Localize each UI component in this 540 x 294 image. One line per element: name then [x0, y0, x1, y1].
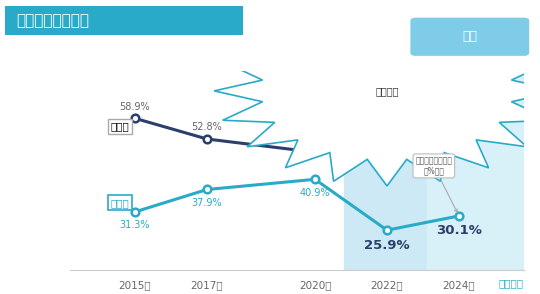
Text: 50.0%: 50.0%	[436, 127, 482, 140]
Text: 31.3%: 31.3%	[120, 220, 150, 230]
Text: 52.8%: 52.8%	[192, 122, 222, 132]
Text: 30.1%: 30.1%	[436, 224, 482, 237]
Text: 家族葬: 家族葬	[111, 198, 130, 208]
Text: 48.9%: 48.9%	[300, 136, 330, 146]
Bar	[427, 71, 524, 270]
Text: 25.9%: 25.9%	[364, 239, 410, 252]
Polygon shape	[214, 0, 540, 186]
Text: コロナ禍: コロナ禍	[375, 86, 399, 96]
Text: 行った葬儀の種類: 行った葬儀の種類	[16, 13, 89, 29]
Text: 58.9%: 58.9%	[120, 101, 150, 111]
Text: 今回: 今回	[462, 30, 477, 43]
Text: 40.9%: 40.9%	[300, 188, 330, 198]
Text: いい葬儀: いい葬儀	[499, 278, 524, 288]
Bar	[344, 71, 427, 270]
Text: 一般葬: 一般葬	[111, 121, 130, 131]
Text: アフターコロナで
５%増加: アフターコロナで ５%増加	[415, 156, 457, 212]
Text: 55.7%: 55.7%	[364, 108, 410, 121]
Text: 37.9%: 37.9%	[192, 198, 222, 208]
